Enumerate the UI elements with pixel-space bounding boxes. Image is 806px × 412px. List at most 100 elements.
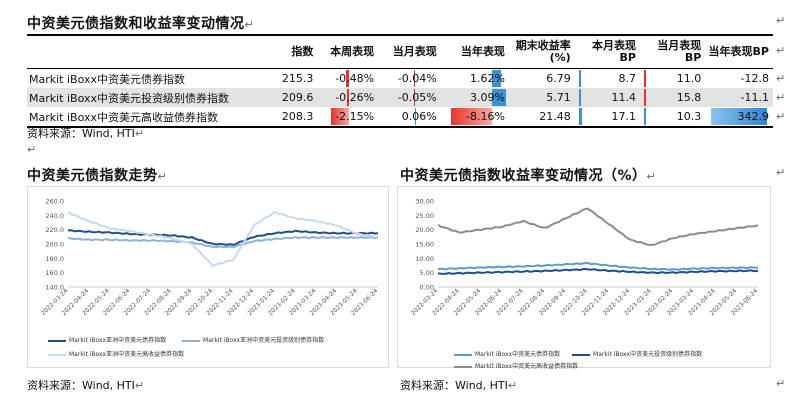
- y-tick-label: 25.00: [415, 212, 434, 220]
- row-yield: 5.71: [508, 88, 575, 107]
- header-week: 本周表现: [330, 45, 375, 58]
- row-name: Markit iBoxx中资美元高收益债券指数: [29, 110, 219, 124]
- y-tick-label: 240.0: [45, 212, 64, 220]
- series-line-1: [437, 261, 759, 271]
- legend-label: Markit iBoxx中资美元投资级别债券指数: [593, 351, 703, 358]
- y-tick-label: 5.00: [420, 269, 434, 277]
- header-month-bp: 当月表现BP: [657, 39, 702, 64]
- legend-swatch: [572, 353, 591, 356]
- header-year-bp: 当年表现BP: [708, 45, 769, 58]
- y-tick-label: 160.0: [45, 269, 64, 277]
- row-year-bp: -12.8: [740, 72, 769, 85]
- year-bp-bar: [711, 108, 768, 125]
- chart2-box: 30.00 25.00 20.00 15.00 10.00 5.00 0.00 2022-03…: [397, 186, 771, 370]
- legend-label: Markit iBoxx亚洲中资美元债券指数: [69, 337, 167, 344]
- paragraph-mark: ↵: [776, 110, 786, 123]
- week-bar: [346, 70, 350, 87]
- row-week: -0.48%: [335, 70, 375, 87]
- table-row: Markit iBoxx中资美元投资级别债券指数 209.6 -0.26% -0…: [27, 88, 773, 107]
- row-week: -2.15%: [317, 107, 378, 127]
- row-week-bp: 11.4: [574, 88, 640, 107]
- legend-label: Markit iBoxx亚洲中资美元高收益债券指数: [69, 351, 185, 358]
- row-year-bp: -11.1: [705, 88, 773, 107]
- y-tick-label: 140.0: [45, 284, 64, 292]
- legend-label: Markit iBoxx中资美元高收益债券指数: [475, 363, 579, 370]
- y-tick-label: 10.00: [415, 255, 434, 263]
- row-month-bp: 11.0: [640, 69, 705, 89]
- row-week-bp: 17.1: [575, 107, 640, 127]
- y-tick-label: 220.0: [45, 226, 64, 234]
- row-week-bp: 8.7: [575, 69, 640, 89]
- row-year-bp: 342.9: [705, 107, 773, 127]
- month-bar: [414, 70, 416, 87]
- table-title: 中资美元债指数和收益率变动情况↵: [27, 16, 255, 32]
- series-line-2: [67, 235, 379, 249]
- row-name: Markit iBoxx中资美元投资级别债券指数: [27, 88, 278, 107]
- summary-table: 指数 本周表现 当月表现 当年表现 期末收益率(%) 本月表现BP 当月表现BP…: [27, 34, 773, 128]
- legend-label: Markit iBoxx亚洲中资美元投资级别债券指数: [203, 337, 325, 344]
- chart2-title: 中资美元债指数收益率变动情况（%）↵: [400, 168, 657, 184]
- series-line-1: [67, 229, 379, 246]
- y-tick-label: 260.0: [45, 198, 64, 206]
- row-year: 1.62%: [469, 70, 505, 87]
- paragraph-mark: ↵: [776, 377, 786, 390]
- paragraph-mark: ↵: [776, 14, 786, 27]
- chart1-title: 中资美元债指数走势↵: [27, 168, 168, 184]
- row-week: -0.26%: [317, 88, 379, 107]
- chart1-source-note: 资料来源：Wind, HTI↵: [27, 379, 145, 392]
- table-header-row: 指数 本周表现 当月表现 当年表现 期末收益率(%) 本月表现BP 当月表现BP…: [27, 35, 773, 69]
- y-tick-label: 180.0: [45, 255, 64, 263]
- table-row: Markit iBoxx中资美元高收益债券指数 208.3 -2.15% 0.0…: [27, 107, 773, 127]
- header-yield: 期末收益率(%): [515, 39, 571, 64]
- row-index: 209.6: [277, 88, 318, 107]
- row-month-bp: 10.3: [640, 107, 705, 127]
- y-tick-label: 15.00: [415, 241, 434, 249]
- month-bp-bar: [644, 89, 646, 106]
- chart2-svg: 30.0025.0020.0015.0010.005.000.002022-03…: [410, 198, 760, 318]
- chart2-source-note: 资料来源：Wind, HTI↵: [400, 379, 518, 392]
- row-yield: 6.79: [546, 72, 571, 85]
- legend-swatch: [454, 365, 472, 368]
- header-index: 指数: [291, 45, 314, 58]
- header-name: [27, 35, 278, 69]
- chart2-legend: Markit iBoxx中资美元债券指数 Markit iBoxx中资美元投资级…: [454, 349, 770, 370]
- legend-swatch: [454, 353, 472, 356]
- week-bp-bar: [578, 70, 581, 87]
- row-year: -8.16%: [441, 107, 509, 127]
- row-month: -0.05%: [378, 88, 441, 107]
- paragraph-mark: ↵: [776, 166, 786, 179]
- legend-swatch: [48, 339, 66, 342]
- month-bp-bar: [644, 70, 646, 87]
- week-bar: [347, 89, 350, 106]
- month-bar: [415, 108, 417, 125]
- y-tick-label: 0.00: [420, 284, 434, 292]
- row-index: 208.3: [281, 110, 314, 123]
- month-bp-bar: [644, 108, 646, 125]
- table-source-note: 资料来源：Wind, HTI↵: [27, 127, 145, 140]
- week-bar: [331, 108, 350, 125]
- row-yield: 21.48: [539, 110, 571, 123]
- header-month: 当月表现: [392, 45, 437, 58]
- y-tick-label: 30.00: [415, 198, 434, 206]
- year-bar: [491, 89, 506, 106]
- week-bp-bar: [578, 89, 581, 106]
- header-week-bp: 本月表现BP: [592, 39, 636, 64]
- year-bar: [450, 108, 492, 125]
- row-index: 215.3: [281, 72, 314, 85]
- row-month: -0.04%: [397, 70, 437, 87]
- row-name: Markit iBoxx中资美元债券指数: [29, 72, 186, 86]
- series-line-3: [67, 210, 379, 268]
- month-bar: [414, 89, 416, 106]
- paragraph-mark: ↵: [27, 143, 37, 156]
- header-year: 当年表现: [460, 45, 505, 58]
- y-tick-label: 200.0: [45, 241, 64, 249]
- paragraph-mark: ↵: [776, 72, 786, 85]
- legend-swatch: [48, 353, 66, 356]
- row-month: 0.06%: [401, 108, 437, 125]
- series-line-3: [437, 207, 759, 246]
- legend-swatch: [182, 339, 201, 342]
- series-line-2: [437, 267, 759, 275]
- chart1-legend: Markit iBoxx亚洲中资美元债券指数 Markit iBoxx亚洲中资美…: [48, 335, 388, 358]
- row-year: 3.09%: [440, 88, 509, 107]
- paragraph-mark: ↵: [776, 91, 786, 104]
